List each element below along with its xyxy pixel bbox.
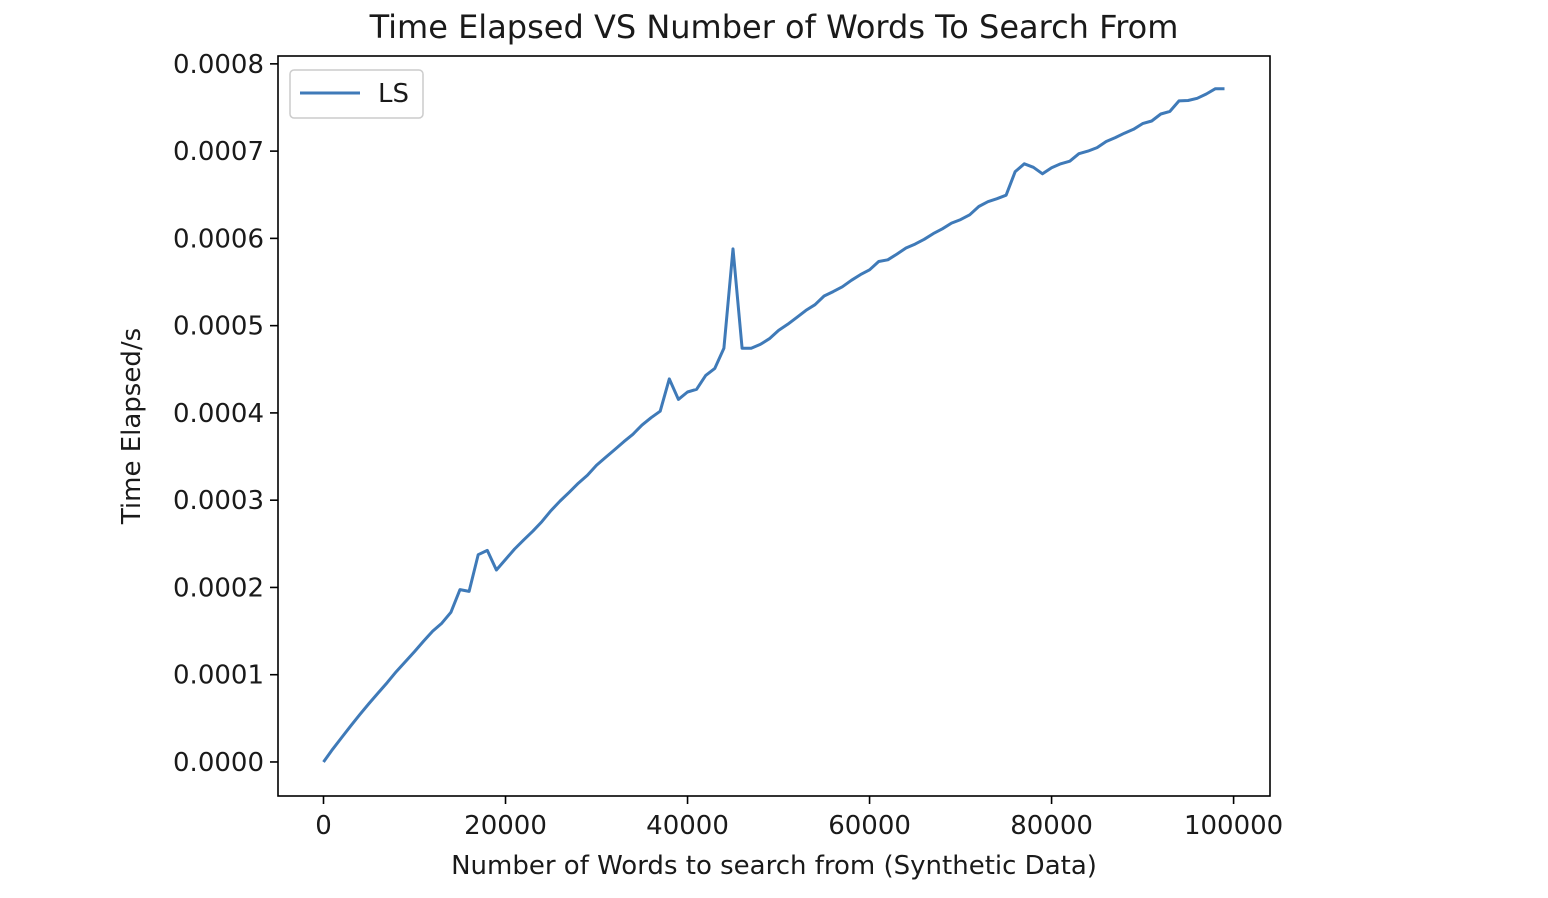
plot-frame <box>277 55 1271 797</box>
x-tick-label: 20000 <box>464 811 547 841</box>
y-tick-label: 0.0006 <box>173 224 264 254</box>
y-tick-label: 0.0005 <box>173 312 264 342</box>
y-tick-label: 0.0008 <box>173 50 264 80</box>
y-tick-label: 0.0001 <box>173 661 264 691</box>
y-tick-label: 0.0002 <box>173 573 264 603</box>
x-tick-label: 80000 <box>1010 811 1093 841</box>
plot-lines <box>322 87 1225 763</box>
x-tick-label: 60000 <box>828 811 911 841</box>
x-tick-label: 40000 <box>646 811 729 841</box>
series-line-ls <box>322 87 1225 763</box>
x-axis-ticks: 0 20000 40000 60000 80000 100000 <box>315 796 1283 841</box>
chart-title: Time Elapsed VS Number of Words To Searc… <box>369 8 1179 46</box>
legend-entry-ls: LS <box>378 79 409 109</box>
legend: LS <box>289 69 424 119</box>
y-tick-label: 0.0000 <box>173 748 264 778</box>
x-tick-label: 100000 <box>1184 811 1283 841</box>
y-tick-label: 0.0003 <box>173 486 264 516</box>
x-tick-label: 0 <box>315 811 332 841</box>
y-axis-label: Time Elapsed/s <box>117 328 147 525</box>
y-tick-label: 0.0007 <box>173 137 264 167</box>
y-tick-label: 0.0004 <box>173 399 264 429</box>
x-axis-label: Number of Words to search from (Syntheti… <box>451 851 1097 881</box>
y-axis-ticks: 0.0000 0.0001 0.0002 0.0003 0.0004 0.0005 0.00… <box>173 50 278 778</box>
